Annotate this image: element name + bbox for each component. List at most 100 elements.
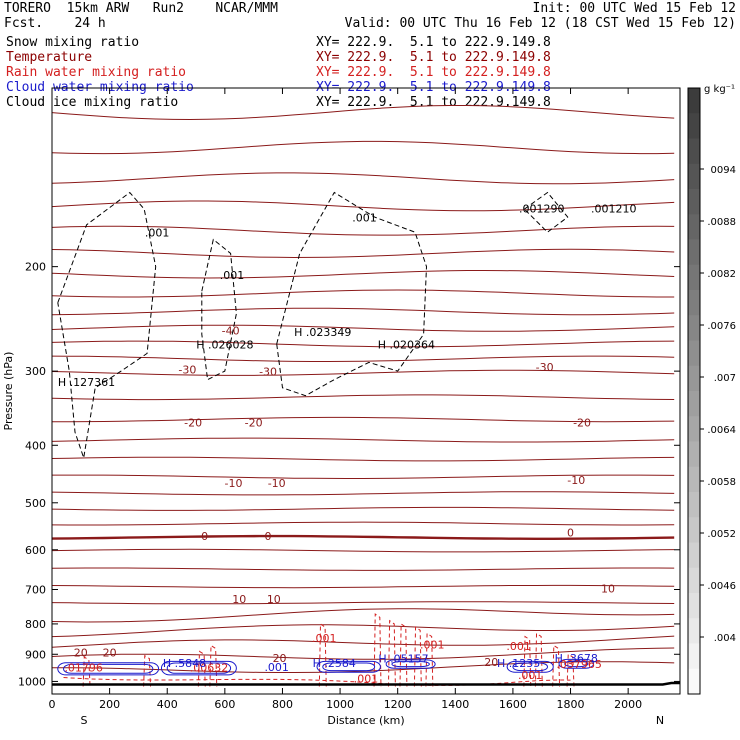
y-axis-title: Pressure (hPa): [2, 352, 15, 431]
north-label: N: [656, 714, 664, 727]
isotherm-line: [51, 635, 675, 648]
rain-contour: [413, 626, 422, 687]
valid-time: Valid: 00 UTC Thu 16 Feb 12 (18 CST Wed …: [344, 16, 736, 31]
isotherm-line: [51, 534, 675, 540]
isotherm-line: [52, 661, 675, 673]
isotherm-line: [51, 324, 675, 332]
cloud-water-contour: [322, 662, 376, 672]
temperature-contours: [51, 105, 675, 673]
y-tick-label: 600: [25, 544, 46, 557]
isotherm-label: -40: [222, 324, 240, 337]
south-label: S: [81, 714, 88, 727]
cloud-water-contour: [558, 658, 595, 669]
colorbar-tick-label: .0052: [707, 529, 736, 540]
forecast-hour: Fcst. 24 h: [4, 16, 106, 31]
init-time: Init: 00 UTC Wed 15 Feb 12: [532, 1, 737, 16]
isotherm-label: 0: [567, 527, 574, 540]
x-tick-label: 600: [214, 698, 235, 711]
colorbar-swatch: [688, 593, 700, 619]
xy-temperature: XY= 222.9. 5.1 to 222.9.149.8: [316, 50, 551, 65]
rain-contour: [373, 613, 382, 687]
colorbar-tick-label: .0046: [707, 581, 736, 592]
isotherm-line: [51, 548, 675, 553]
isotherm-line: [51, 491, 675, 496]
isotherm-line: [51, 369, 675, 376]
rain-label: .00632: [190, 661, 229, 674]
snow-label: .001210: [591, 202, 637, 215]
colorbar-swatch: [688, 542, 700, 569]
colorbar-swatch: [688, 113, 700, 139]
colorbar-swatch: [688, 189, 700, 215]
colorbar-swatch: [688, 239, 700, 266]
cloud-water-contour: [506, 660, 554, 673]
colorbar-tick-label: .007: [714, 373, 736, 384]
x-tick-label: 1200: [384, 698, 412, 711]
cloud-water-max-label: H .05157: [378, 653, 428, 666]
isotherm-line: [51, 248, 675, 259]
colorbar-tick-label: .0088: [707, 217, 736, 228]
cloud-water-contours: [57, 658, 595, 676]
cloud-water-contour: [160, 660, 237, 676]
snow-contour: [57, 191, 157, 459]
x-tick-label: 400: [157, 698, 178, 711]
colorbar-swatch: [688, 214, 700, 240]
cloud-water-contour: [391, 661, 430, 668]
colorbar-frame: [687, 87, 701, 695]
ice-max-label: H .020364: [378, 339, 435, 352]
x-tick-label: 1000: [326, 698, 354, 711]
isotherm-line: [51, 608, 675, 623]
ice-max-label: H .127361: [58, 376, 115, 389]
rain-label: .037965: [556, 658, 602, 671]
isotherm-line: [51, 456, 675, 462]
y-tick-label: 500: [25, 497, 46, 510]
isotherm-line: [51, 567, 675, 571]
isotherm-line: [52, 416, 675, 423]
colorbar-swatch: [688, 567, 700, 594]
field-cloud-ice: Cloud ice mixing ratio: [6, 95, 179, 110]
colorbar-unit: g kg⁻¹: [704, 84, 735, 95]
isotherm-label: 20: [273, 652, 287, 665]
rain-label: .001: [354, 672, 379, 685]
rain-contour: [552, 644, 561, 687]
colorbar-tick-label: .0076: [707, 321, 736, 332]
isotherm-label: 10: [601, 582, 615, 595]
field-snow: Snow mixing ratio: [6, 35, 140, 50]
isotherm-line: [51, 601, 675, 605]
rain-label: .001: [420, 638, 445, 651]
x-tick-label: 1600: [499, 698, 527, 711]
snow-label: .001290: [519, 202, 565, 215]
isotherm-label: -10: [225, 477, 243, 490]
isotherm-line: [51, 140, 675, 155]
x-tick-label: 1400: [441, 698, 469, 711]
colorbar-tick-label: .004: [714, 633, 736, 644]
field-temperature: Temperature: [6, 50, 93, 65]
colorbar-swatch: [688, 340, 700, 367]
cloud-water-contour: [63, 663, 154, 674]
snow-contour: [524, 191, 569, 233]
x-tick-label: 0: [49, 698, 56, 711]
chart-header: TORERO 15km ARW Run2 NCAR/MMM Fcst. 24 h…: [0, 0, 740, 110]
isotherm-line: [51, 647, 675, 660]
model-title: TORERO 15km ARW Run2 NCAR/MMM: [4, 1, 278, 16]
colorbar-tick-label: .0082: [707, 269, 736, 280]
colorbar-tick-label: 0094: [711, 165, 736, 176]
rain-label: .001: [312, 632, 337, 645]
x-tick-label: 2000: [614, 698, 642, 711]
ice-max-label: H .023349: [294, 326, 351, 339]
cloud-water-contour: [166, 662, 232, 674]
cloud-water-contour: [564, 660, 589, 668]
isotherm-label: 10: [232, 593, 246, 606]
isotherm-label: 20: [484, 656, 498, 669]
colorbar-swatch: [688, 492, 700, 518]
isotherm-line: [51, 584, 675, 589]
rain-label: .001: [518, 669, 543, 682]
rain-label: .01796: [64, 661, 103, 674]
x-tick-label: 200: [99, 698, 120, 711]
rain-contour: [399, 622, 408, 687]
isotherm-line: [51, 394, 675, 401]
ground-line: [52, 681, 680, 686]
cloud-water-contour: [316, 660, 381, 673]
rain-contour: [197, 650, 206, 687]
cloud-water-max-label: H .1235: [497, 657, 540, 670]
colorbar-swatch: [688, 163, 700, 190]
